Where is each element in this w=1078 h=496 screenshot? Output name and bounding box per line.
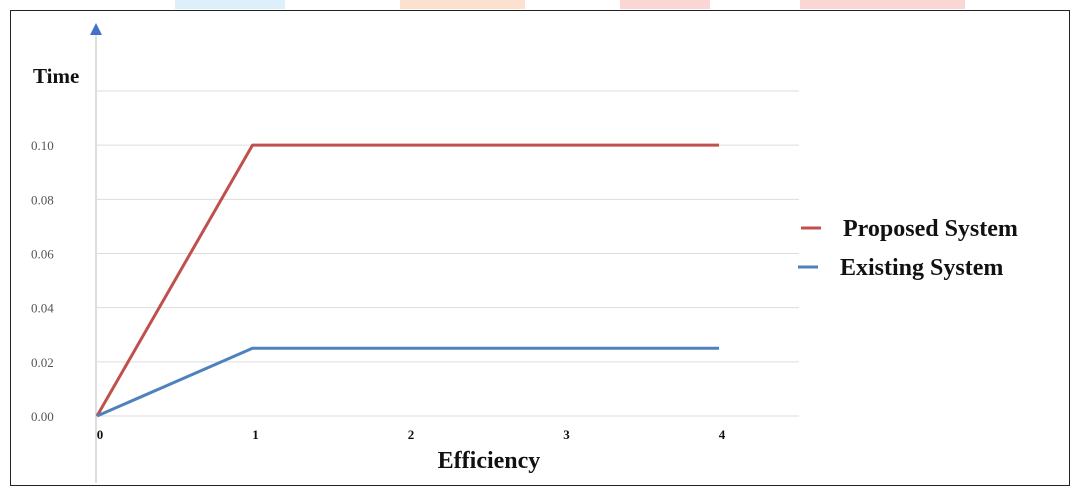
y-axis-arrow-icon xyxy=(90,23,102,35)
y-tick-label-3: 0.06 xyxy=(31,247,54,262)
y-tick-label-5: 0.10 xyxy=(31,138,54,153)
legend-label-1: Existing System xyxy=(840,255,1003,281)
y-tick-label-4: 0.08 xyxy=(31,192,54,207)
axes xyxy=(90,23,102,483)
x-tick-label-3: 3 xyxy=(563,427,570,442)
series-line-0 xyxy=(95,143,719,417)
series-line-1 xyxy=(96,346,719,418)
x-tick-label-1: 1 xyxy=(252,427,259,442)
series-lines xyxy=(95,143,719,418)
x-tick-label-0: 0 xyxy=(97,427,104,442)
watermark-strip-right xyxy=(800,0,965,9)
legend-label-0: Proposed System xyxy=(843,216,1018,242)
x-tick-label-2: 2 xyxy=(408,427,415,442)
tick-labels: 0.00 0.02 0.04 0.06 0.08 0.10 0 1 2 3 4 xyxy=(31,138,726,442)
watermark-strip-center xyxy=(400,0,525,9)
x-axis-title: Efficiency xyxy=(438,448,541,474)
y-axis-title: Time xyxy=(33,64,79,88)
watermark-strip-center-right xyxy=(620,0,710,9)
gridlines xyxy=(97,90,799,417)
y-tick-label-0: 0.00 xyxy=(31,409,54,424)
chart-canvas: 0.00 0.02 0.04 0.06 0.08 0.10 0 1 2 3 4 Time Effic… xyxy=(31,23,1018,483)
watermark-strip-left xyxy=(175,0,285,9)
y-tick-label-1: 0.02 xyxy=(31,355,54,370)
y-tick-label-2: 0.04 xyxy=(31,301,54,316)
x-tick-label-4: 4 xyxy=(719,427,726,442)
line-chart: 0.00 0.02 0.04 0.06 0.08 0.10 0 1 2 3 4 Time Effic… xyxy=(10,10,1070,486)
legend: Proposed System Existing System xyxy=(798,216,1018,281)
